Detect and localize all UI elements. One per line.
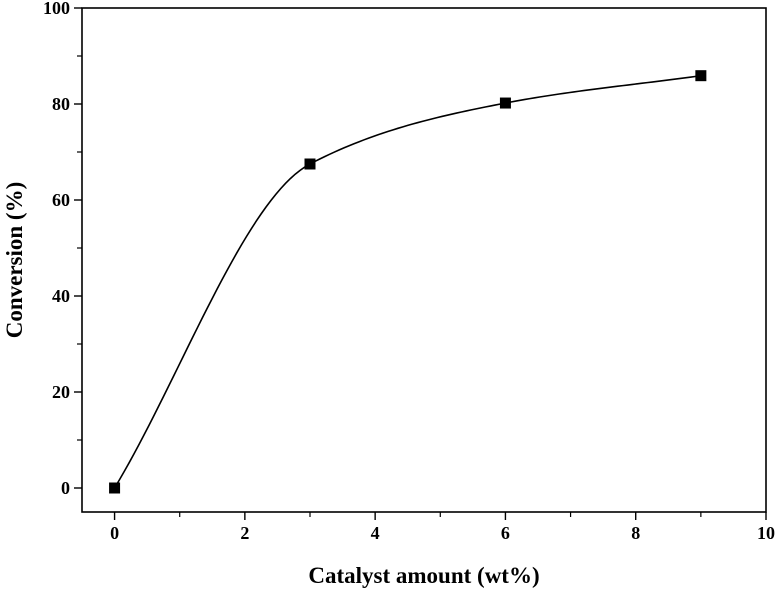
y-tick-label: 20	[52, 382, 70, 402]
x-axis-title: Catalyst amount (wt%)	[308, 563, 539, 588]
smooth-fit-curve	[113, 74, 701, 489]
y-tick-label: 40	[52, 286, 70, 306]
x-tick-label: 10	[757, 523, 775, 543]
y-tick-label: 80	[52, 94, 70, 114]
x-tick-label: 4	[371, 523, 380, 543]
data-point	[499, 97, 511, 109]
data-point	[695, 70, 707, 82]
x-tick-label: 0	[110, 523, 119, 543]
plot-frame	[81, 7, 767, 513]
y-tick-label: 60	[52, 190, 70, 210]
y-tick-labels: 0 20 40 60 80 100	[43, 0, 70, 498]
x-tick-label: 2	[240, 523, 249, 543]
y-tick-label: 100	[43, 0, 70, 18]
x-tick-labels: 0 2 4 6 8 10	[110, 523, 775, 543]
data-points	[109, 70, 707, 494]
data-point	[109, 482, 121, 494]
axis-ticks	[74, 7, 767, 520]
y-axis-title: Conversion (%)	[2, 182, 27, 339]
data-point	[304, 158, 316, 170]
y-tick-label: 0	[61, 478, 70, 498]
x-tick-label: 8	[631, 523, 640, 543]
x-tick-label: 6	[501, 523, 510, 543]
